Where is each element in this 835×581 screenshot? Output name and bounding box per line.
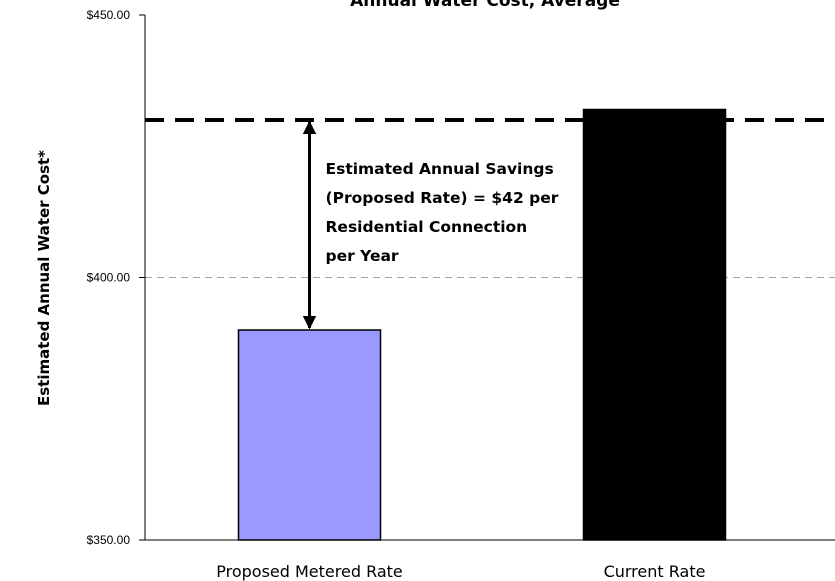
y-tick-label: $350.00 [87,533,131,547]
x-tick-label: Current Rate [604,562,706,581]
annotation-line: Estimated Annual Savings [326,160,554,178]
y-tick-label: $450.00 [87,8,131,22]
category-labels: Proposed Metered Rate Current Rate [216,562,705,581]
annotation-line: Residential Connection [326,218,528,236]
chart-title: Annual Water Cost, Average [350,0,620,11]
annotation-line: (Proposed Rate) = $42 per [326,189,559,207]
y-tick-label: $400.00 [87,271,131,285]
bar [582,108,727,541]
x-tick-label: Proposed Metered Rate [216,562,403,581]
bars [237,108,727,541]
savings-annotation: Estimated Annual Savings (Proposed Rate) … [326,160,559,265]
y-ticks: $350.00 $400.00 $450.00 [87,8,145,547]
bar [237,329,382,541]
annotation-line: per Year [326,247,399,265]
y-axis-label: Estimated Annual Water Cost* [35,150,53,406]
